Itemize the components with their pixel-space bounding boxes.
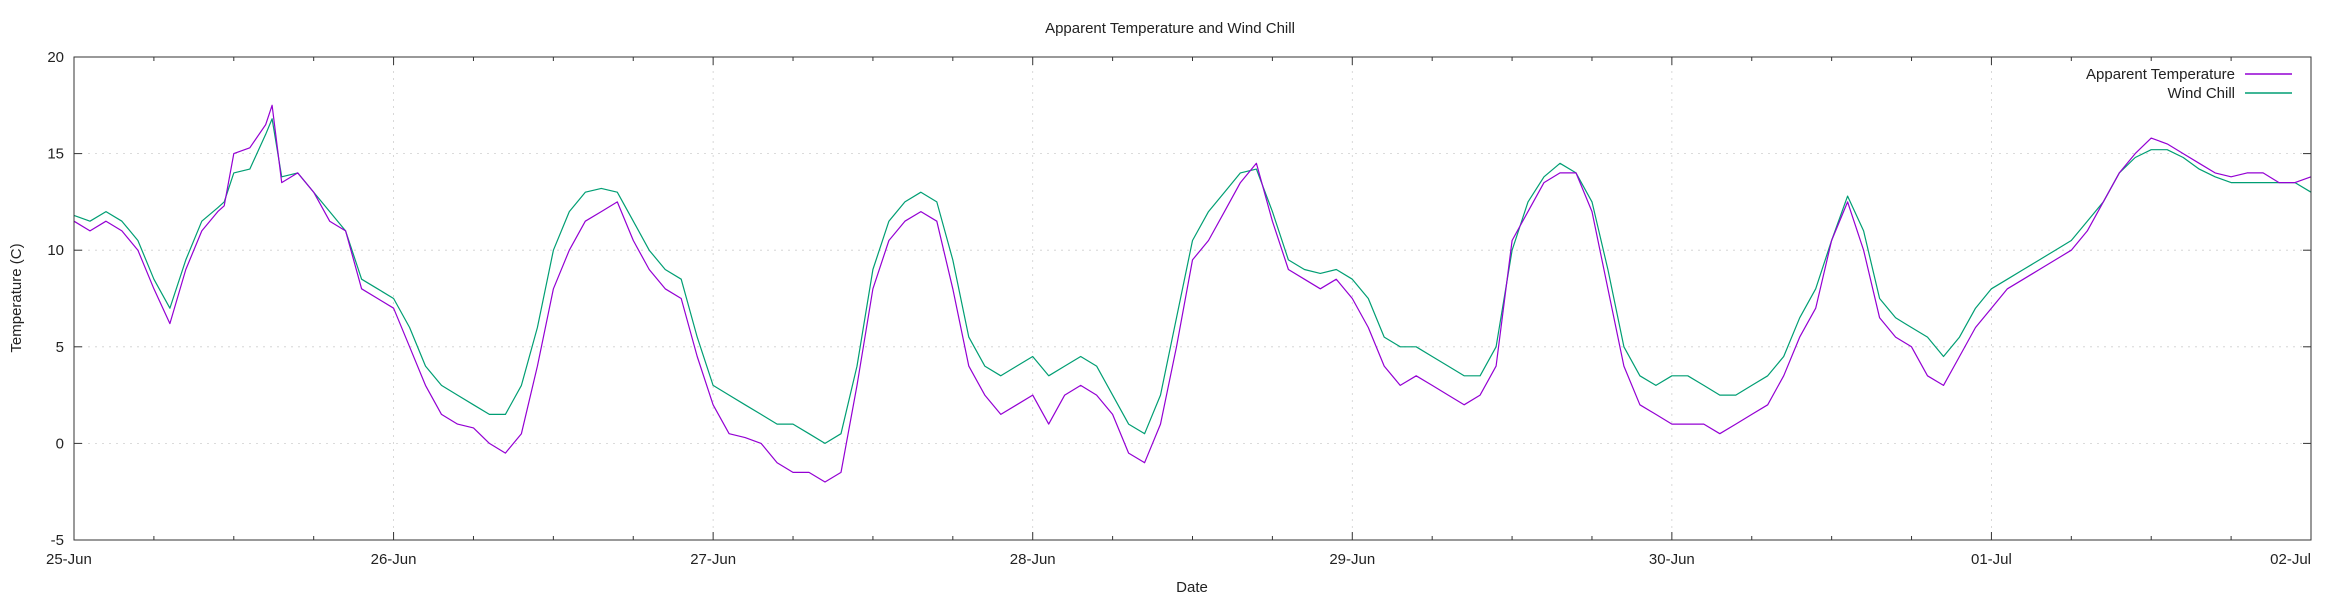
series-line-0 [73, 104, 2312, 483]
series-line-1 [73, 118, 2312, 444]
y-tick-label: 0 [56, 435, 64, 452]
x-tick-label: 29-Jun [1329, 551, 1375, 568]
legend-label-1: Wind Chill [2167, 85, 2235, 102]
x-tick-label: 25-Jun [46, 551, 92, 568]
plot-frame [73, 56, 2312, 541]
y-tick-label: 15 [47, 146, 64, 163]
chart-title: Apparent Temperature and Wind Chill [1045, 20, 1295, 37]
x-tick-label: 27-Jun [690, 551, 736, 568]
x-tick-label: 28-Jun [1010, 551, 1056, 568]
y-tick-label: 20 [47, 49, 64, 66]
y-tick-label: 5 [56, 339, 64, 356]
x-tick-label: 02-Jul [2270, 551, 2311, 568]
grid [74, 57, 2311, 540]
x-tick-label: 30-Jun [1649, 551, 1695, 568]
y-tick-label: 10 [47, 242, 64, 259]
x-tick-label: 01-Jul [1971, 551, 2012, 568]
y-tick-label: -5 [51, 532, 64, 549]
y-axis-label: Temperature (C) [8, 243, 25, 352]
x-axis-label: Date [1176, 579, 1208, 596]
legend-label-0: Apparent Temperature [2086, 66, 2235, 83]
legend: Apparent Temperature Wind Chill [2086, 66, 2292, 102]
axes: -5 0 5 10 15 20 25-Jun 26-Jun 27-Jun 28-Jun 29-Jun… [46, 49, 2312, 568]
x-tick-label: 26-Jun [371, 551, 417, 568]
plot-area [73, 104, 2312, 483]
